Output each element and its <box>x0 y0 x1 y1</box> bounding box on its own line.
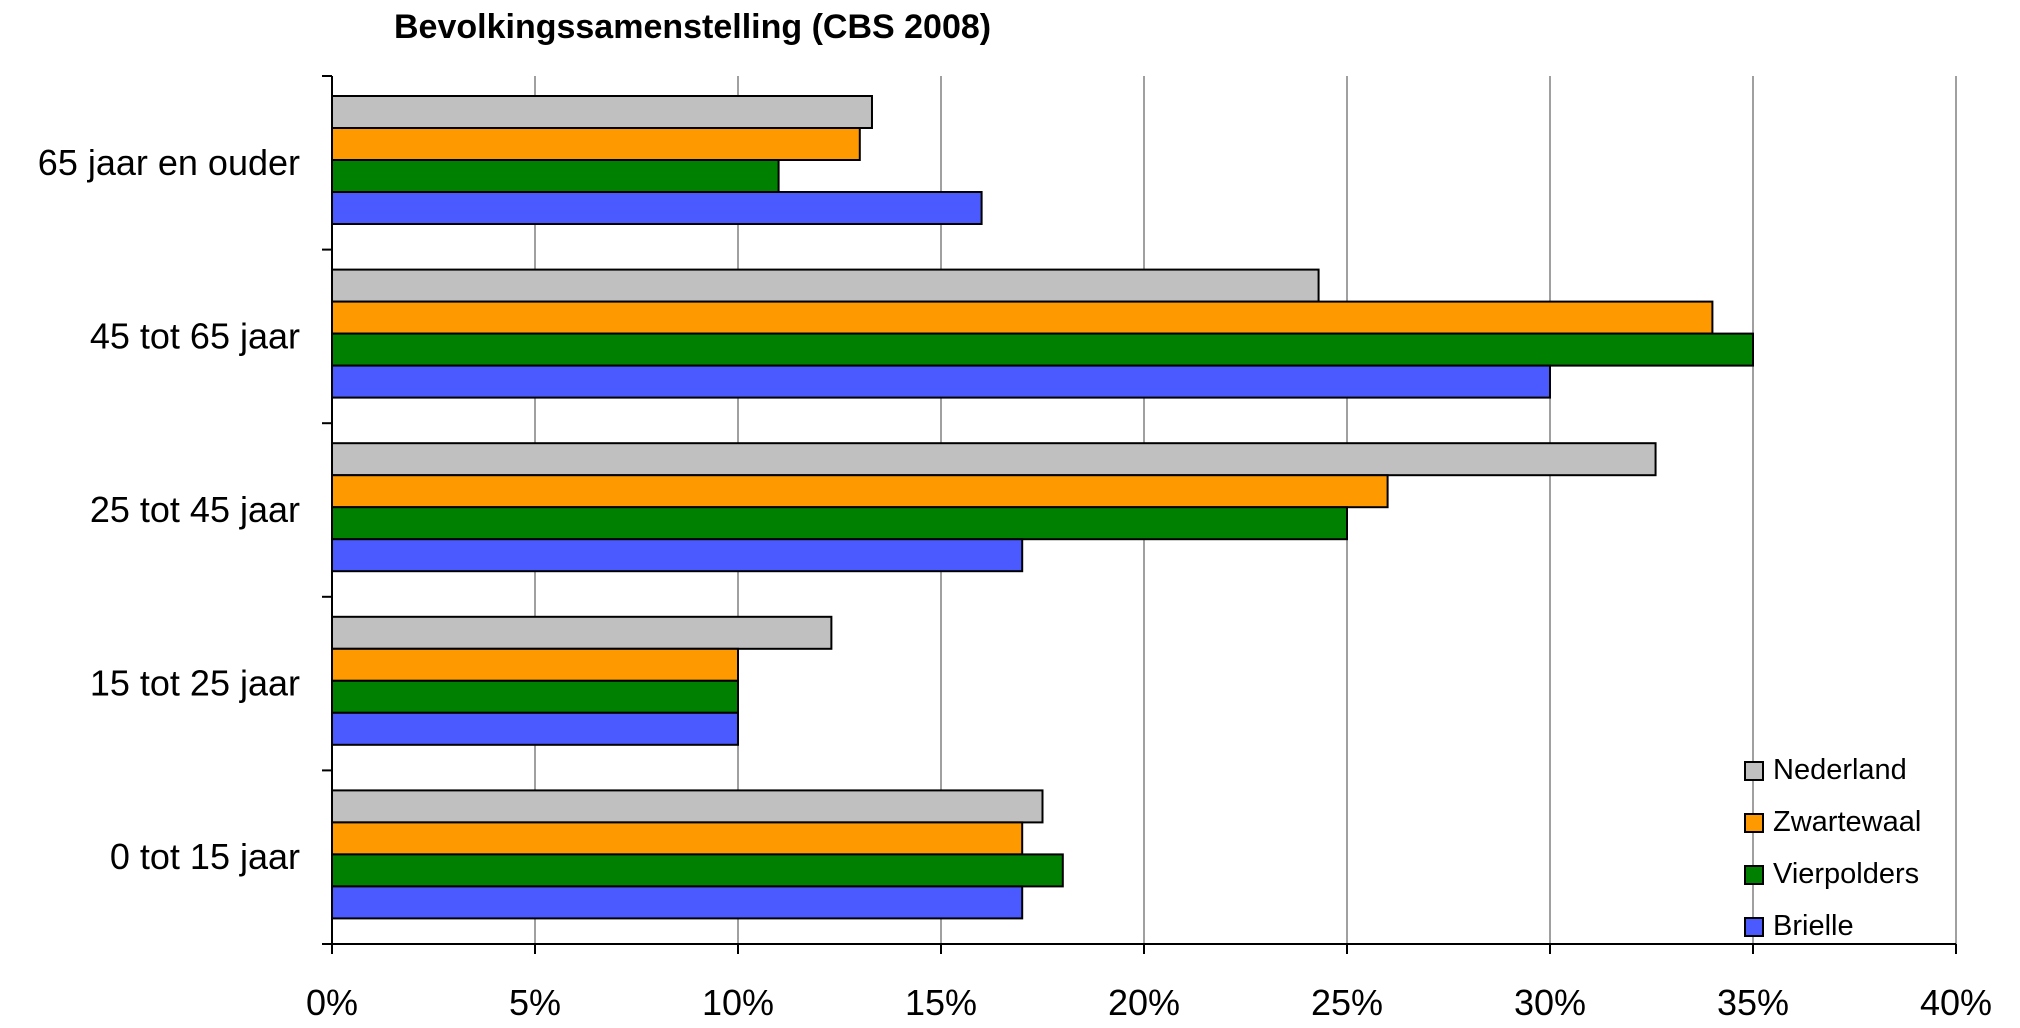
bar-nederland <box>331 615 833 650</box>
bar-nederland <box>331 789 1044 824</box>
bar-brielle <box>331 538 1024 573</box>
x-tick-label: 20% <box>1108 982 1180 1023</box>
x-tick-label: 15% <box>905 982 977 1023</box>
bar-zwartewaal <box>331 647 739 682</box>
category-label: 25 tot 45 jaar <box>90 489 300 530</box>
legend-swatch <box>1744 813 1764 833</box>
x-tick-label: 5% <box>509 982 561 1023</box>
x-tick-label: 30% <box>1514 982 1586 1023</box>
legend-swatch <box>1744 761 1764 781</box>
bar-vierpolders <box>331 853 1064 888</box>
x-tick-label: 35% <box>1717 982 1789 1023</box>
bar-vierpolders <box>331 159 780 193</box>
x-tick-label: 0% <box>306 982 358 1023</box>
axes: 65 jaar en ouder 45 tot 65 jaar 25 tot 45 … <box>38 75 1992 1023</box>
bar-nederland <box>331 268 1320 303</box>
bar-brielle <box>331 711 739 746</box>
bar-vierpolders <box>331 506 1348 541</box>
legend-label: Nederland <box>1773 754 1907 786</box>
legend-label: Zwartewaal <box>1773 806 1921 838</box>
legend: Nederland Zwartewaal Vierpolders Brielle <box>1744 754 1921 942</box>
bar-zwartewaal <box>331 127 861 161</box>
chart-title: Bevolkingssamenstelling (CBS 2008) <box>394 8 991 46</box>
bar-nederland <box>331 95 873 129</box>
bar-brielle <box>331 885 1024 920</box>
x-tick-label: 40% <box>1920 982 1992 1023</box>
bar-brielle <box>331 191 983 225</box>
x-tick-label: 25% <box>1311 982 1383 1023</box>
category-label: 45 tot 65 jaar <box>90 315 300 356</box>
bars <box>331 95 1754 920</box>
bar-nederland <box>331 442 1657 477</box>
bar-zwartewaal <box>331 300 1714 335</box>
x-tick-label: 10% <box>702 982 774 1023</box>
bar-zwartewaal <box>331 474 1389 509</box>
category-label: 0 tot 15 jaar <box>110 836 300 877</box>
bar-vierpolders <box>331 332 1754 367</box>
category-label: 15 tot 25 jaar <box>90 663 300 704</box>
bar-vierpolders <box>331 679 739 714</box>
legend-label: Vierpolders <box>1773 858 1919 890</box>
category-label: 65 jaar en ouder <box>38 142 300 183</box>
legend-swatch <box>1744 865 1764 885</box>
bar-zwartewaal <box>331 821 1024 856</box>
legend-swatch <box>1744 917 1764 937</box>
bar-brielle <box>331 364 1551 399</box>
legend-label: Brielle <box>1773 910 1854 942</box>
